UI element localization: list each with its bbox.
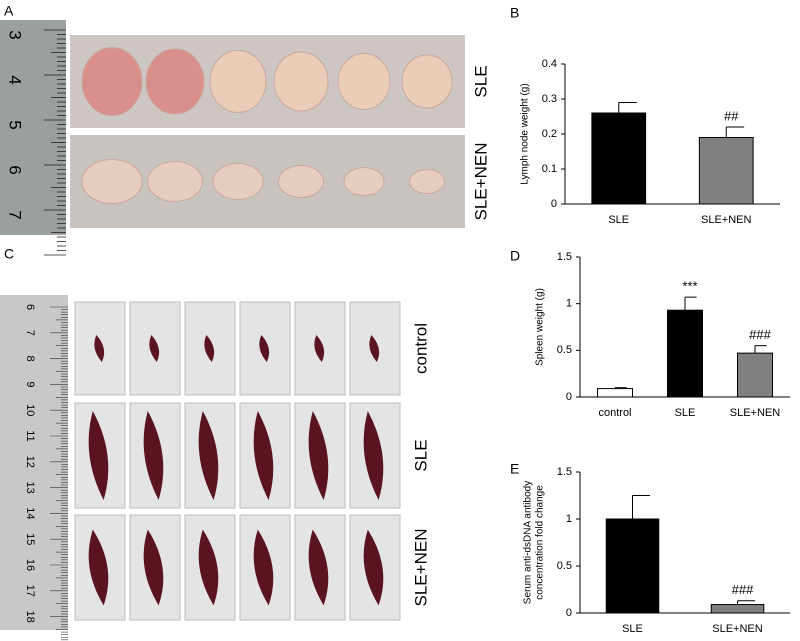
spleen xyxy=(204,335,215,362)
ruler-label: 6 xyxy=(6,165,25,174)
spleen xyxy=(149,335,160,362)
lymph-node xyxy=(209,50,267,113)
spleen xyxy=(369,335,380,362)
x-tick-label: SLE+NEN xyxy=(712,623,762,635)
bar xyxy=(698,137,754,205)
row-label: SLE+NEN xyxy=(411,529,430,607)
x-tick-label: SLE+NEN xyxy=(701,214,751,226)
x-tick-label: control xyxy=(598,407,631,419)
significance-label: ### xyxy=(732,582,754,597)
spleen xyxy=(88,529,109,606)
x-tick-label: SLE+NEN xyxy=(730,407,780,419)
panel-label: C xyxy=(4,246,14,262)
y-tick-label: 0 xyxy=(566,391,572,403)
lymph-node xyxy=(147,161,203,202)
panel-label: E xyxy=(510,461,519,477)
lymph-node xyxy=(273,51,329,112)
significance-label: ## xyxy=(724,108,739,123)
ruler-label: 13 xyxy=(24,481,36,493)
y-tick-label: 0.1 xyxy=(542,163,557,175)
lymph-node xyxy=(409,169,445,194)
ruler-label: 14 xyxy=(24,507,36,519)
y-axis-label: Lymph node weight (g) xyxy=(520,83,531,184)
spleen xyxy=(259,335,270,362)
spleen xyxy=(308,529,329,606)
spleen xyxy=(314,335,325,362)
spleen xyxy=(363,529,384,606)
spleen xyxy=(143,529,164,606)
x-tick-label: SLE xyxy=(675,407,696,419)
bar xyxy=(667,309,703,398)
ruler-label: 5 xyxy=(6,120,25,129)
photo-background xyxy=(74,514,126,621)
lymph-node xyxy=(81,159,143,204)
lymph-node xyxy=(278,165,324,198)
y-tick-label: 1.5 xyxy=(557,466,572,478)
ruler-label: 9 xyxy=(24,381,36,387)
spleen xyxy=(88,411,109,500)
ruler xyxy=(0,295,68,630)
significance-label: *** xyxy=(682,279,697,294)
bar xyxy=(710,604,765,614)
ruler-label: 6 xyxy=(24,304,36,310)
lymph-node xyxy=(337,53,391,110)
ruler-label: 16 xyxy=(24,559,36,571)
spleen xyxy=(198,529,219,606)
ruler-label: 8 xyxy=(24,356,36,362)
lymph-node xyxy=(212,163,264,200)
significance-label: ### xyxy=(749,327,771,342)
row-label: SLE xyxy=(411,439,430,471)
spleen xyxy=(253,529,274,606)
lymph-node xyxy=(145,48,205,115)
y-tick-label: 0.2 xyxy=(542,128,557,140)
y-tick-label: 0.4 xyxy=(542,58,557,70)
bar xyxy=(591,112,647,205)
spleen xyxy=(253,411,274,500)
row-label: SLE xyxy=(471,65,490,97)
photo-background xyxy=(349,301,401,396)
row-label: SLE+NEN xyxy=(471,143,490,221)
lymph-node xyxy=(343,167,385,196)
ruler-label: 11 xyxy=(24,430,36,441)
ruler-label: 17 xyxy=(24,585,36,597)
ruler-label: 12 xyxy=(24,456,36,468)
y-tick-label: 0.3 xyxy=(542,93,557,105)
spleen xyxy=(143,411,164,500)
ruler-label: 3 xyxy=(6,30,25,39)
lymph-node xyxy=(401,54,453,109)
lymph-node xyxy=(81,47,143,116)
x-tick-label: SLE xyxy=(622,623,643,635)
y-tick-label: 1 xyxy=(566,513,572,525)
panel-label: B xyxy=(510,5,519,21)
panel-label: A xyxy=(4,3,14,19)
spleen xyxy=(308,411,329,500)
y-axis-label: Serum anti-dsDNA antibody xyxy=(523,481,534,604)
ruler-label: 7 xyxy=(6,210,25,219)
ruler-label: 15 xyxy=(24,533,36,545)
y-tick-label: 1.5 xyxy=(557,251,572,263)
y-tick-label: 1 xyxy=(566,298,572,310)
ruler-label: 4 xyxy=(6,75,25,84)
ruler-label: 10 xyxy=(24,404,36,416)
y-tick-label: 0.5 xyxy=(557,344,572,356)
panel-label: D xyxy=(510,248,520,264)
spleen xyxy=(94,335,105,362)
bar xyxy=(597,388,633,398)
row-label: control xyxy=(411,323,430,374)
y-axis-label: concentration fold change xyxy=(535,485,546,600)
ruler-label: 7 xyxy=(24,330,36,336)
bar xyxy=(737,352,773,398)
y-tick-label: 0 xyxy=(551,198,557,210)
spleen xyxy=(363,411,384,500)
y-tick-label: 0.5 xyxy=(557,560,572,572)
x-tick-label: SLE xyxy=(608,214,629,226)
spleen xyxy=(198,411,219,500)
bar xyxy=(605,518,660,614)
y-axis-label: Spleen weight (g) xyxy=(535,288,546,366)
y-tick-label: 0 xyxy=(566,607,572,619)
ruler xyxy=(0,20,66,235)
ruler-label: 18 xyxy=(24,610,36,622)
